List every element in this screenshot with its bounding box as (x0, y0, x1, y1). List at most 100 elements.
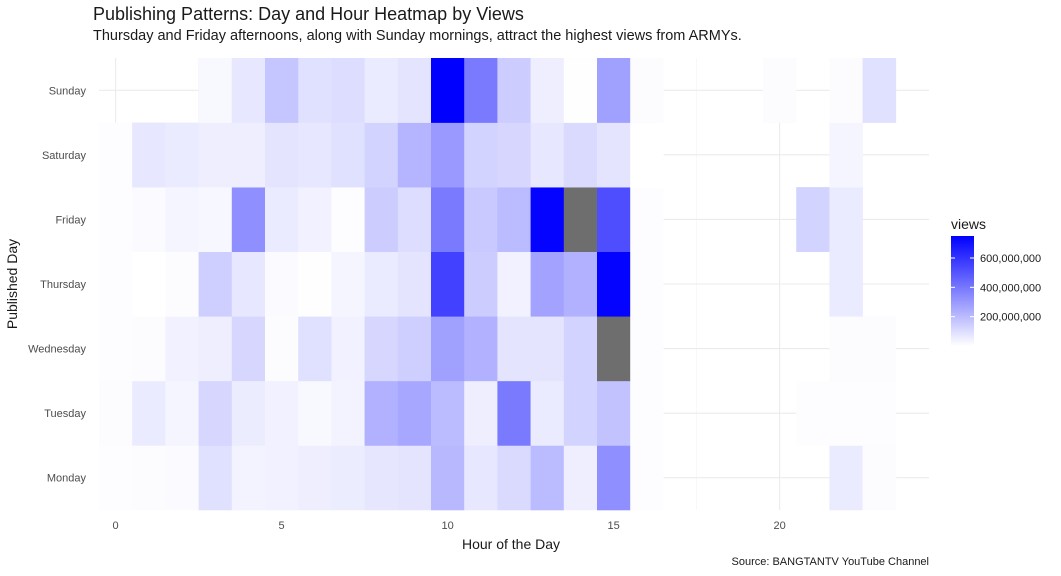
heatmap-cell (331, 445, 365, 511)
heatmap-cell (198, 187, 233, 253)
heatmap-cell (431, 251, 465, 317)
heatmap-cell (431, 380, 465, 446)
heatmap-cell (829, 380, 863, 446)
heatmap-cell (165, 380, 199, 446)
heatmap-cell (99, 122, 133, 188)
heatmap-cell (563, 122, 598, 188)
heatmap-cell (198, 380, 233, 446)
heatmap-cell (298, 122, 332, 188)
heatmap-cell (198, 316, 233, 382)
heatmap-cell (231, 122, 266, 188)
heatmap-cell (165, 187, 199, 253)
y-axis-title: Published Day (4, 239, 20, 329)
heatmap-cell (397, 380, 432, 446)
heatmap-cell (497, 187, 531, 253)
heatmap-cell (397, 445, 432, 511)
heatmap-cell (530, 251, 565, 317)
heatmap-cell (298, 445, 332, 511)
heatmap-cell (763, 58, 797, 123)
heatmap-cell (464, 122, 498, 188)
heatmap-cell (364, 380, 399, 446)
heatmap-cell (431, 316, 465, 382)
heatmap-cell (198, 251, 233, 317)
heatmap-cell (497, 251, 531, 317)
heatmap-cell (630, 316, 664, 382)
y-tick-label: Saturday (42, 150, 87, 162)
y-tick-label: Thursday (40, 279, 86, 291)
heatmap-cell (231, 316, 266, 382)
heatmap-cell (464, 380, 498, 446)
heatmap-cell (298, 58, 332, 123)
heatmap-cell (497, 445, 531, 511)
heatmap-cell (198, 58, 233, 123)
heatmap-cell (364, 58, 399, 123)
heatmap-cell (165, 122, 199, 188)
x-axis-title: Hour of the Day (462, 536, 560, 552)
heatmap-cell (530, 316, 565, 382)
heatmap-cell (530, 445, 565, 511)
heatmap-cell (597, 316, 631, 382)
heatmap-cell (563, 316, 598, 382)
heatmap-cell (364, 316, 399, 382)
heatmap-cell (364, 445, 399, 511)
heatmap-cell (862, 445, 897, 511)
heatmap-cell (265, 251, 299, 317)
heatmap-cell (464, 187, 498, 253)
y-tick-labels: Monday Tuesday Wednesday Thursday Friday Satu… (28, 85, 86, 484)
heatmap-cell (231, 380, 266, 446)
heatmap-cell (265, 58, 299, 123)
heatmap-cell (132, 187, 166, 253)
heatmap-cell (397, 251, 432, 317)
heatmap-cell (397, 316, 432, 382)
heatmap-cell (597, 445, 631, 511)
chart-title: Publishing Patterns: Day and Hour Heatma… (93, 4, 524, 24)
heatmap-cell (231, 187, 266, 253)
y-tick-label: Sunday (49, 85, 87, 97)
heatmap-cell (132, 445, 166, 511)
heatmap-cell (497, 316, 531, 382)
heatmap-cell (630, 380, 664, 446)
heatmap-cell (331, 251, 365, 317)
heatmap-cell (397, 58, 432, 123)
heatmap-cell (464, 251, 498, 317)
heatmap-cell (597, 58, 631, 123)
heatmap-cell (265, 445, 299, 511)
heatmap-cell (563, 380, 598, 446)
heatmap-cell (165, 316, 199, 382)
y-tick-label: Monday (47, 473, 87, 485)
heatmap-cell (829, 187, 863, 253)
heatmap-cell (862, 380, 897, 446)
heatmap-cell (630, 122, 664, 188)
y-tick-label: Wednesday (28, 344, 86, 356)
x-tick-label: 15 (607, 520, 619, 532)
heatmap-cell (165, 445, 199, 511)
heatmap-cell (99, 316, 133, 382)
heatmap-cell (265, 380, 299, 446)
legend-title: views (951, 216, 986, 232)
heatmap-cell (597, 122, 631, 188)
heatmap-cell (198, 122, 233, 188)
heatmap-cell (132, 316, 166, 382)
heatmap-cell (331, 316, 365, 382)
x-tick-label: 0 (113, 520, 119, 532)
heatmap-cell (265, 187, 299, 253)
legend-break-label: 600,000,000 (980, 253, 1041, 265)
heatmap-cell (99, 251, 133, 317)
chart-caption: Source: BANGTANTV YouTube Channel (731, 556, 930, 568)
heatmap-cell (198, 445, 233, 511)
heatmap-cell (597, 251, 631, 317)
y-tick-label: Tuesday (44, 408, 86, 420)
legend: views 200,000,000 400,000,000 600,000,000 (951, 216, 1041, 346)
heatmap-cell (331, 122, 365, 188)
heatmap-cell (829, 122, 863, 188)
heatmap-cell (829, 58, 863, 123)
heatmap-cell (99, 380, 133, 446)
heatmap-cell (464, 58, 498, 123)
heatmap-cell (431, 445, 465, 511)
heatmap-cell (231, 445, 266, 511)
heatmap-cell (331, 187, 365, 253)
heatmap-cell (597, 380, 631, 446)
heatmap-cell (530, 380, 565, 446)
